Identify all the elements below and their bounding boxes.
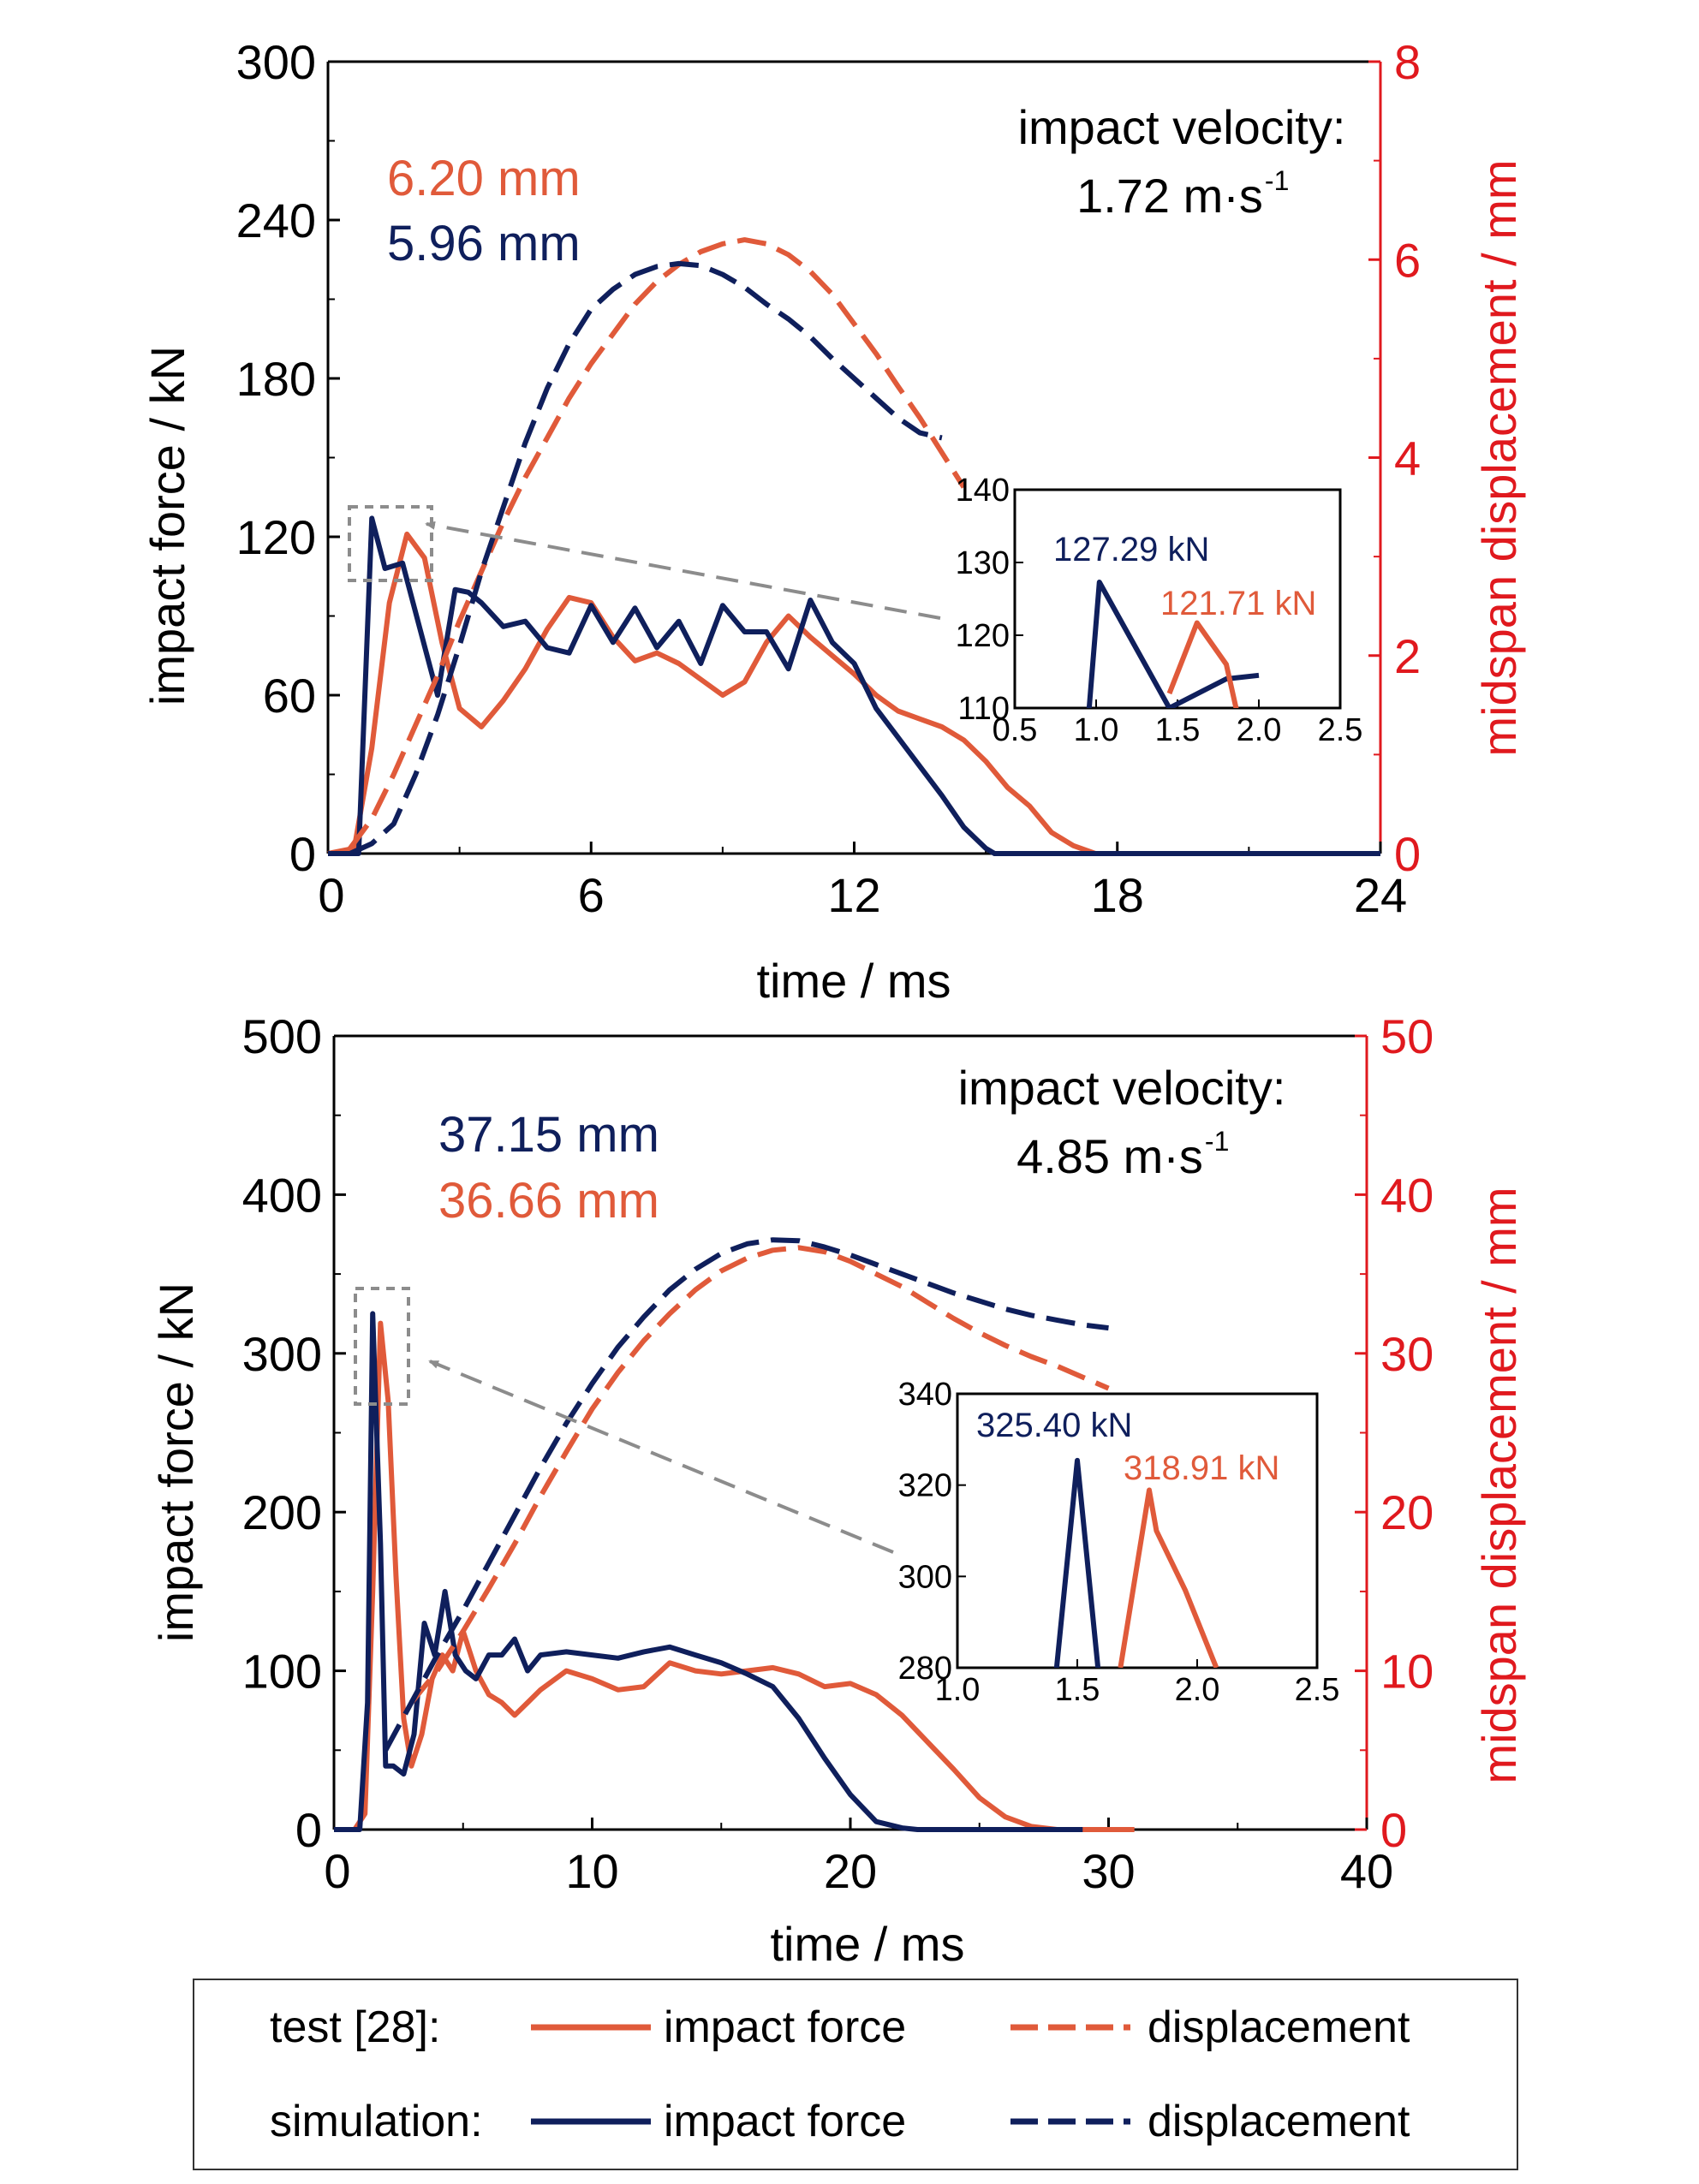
inset-series-line: [1118, 1487, 1219, 1668]
y2-tick-label: 0: [1394, 827, 1421, 881]
y2-axis-label: midspan displacement / mm: [1472, 159, 1526, 756]
inset-series-line: [1053, 1457, 1101, 1668]
legend-test-force-label: impact force: [664, 2002, 906, 2052]
inset-x-tick-label: 2.0: [1175, 1672, 1220, 1708]
velocity-exponent: -1: [1265, 165, 1289, 196]
y-tick-label: 60: [263, 669, 316, 723]
legend: test [28]: impact force displacement sim…: [193, 1979, 1518, 2170]
y2-tick-label: 2: [1394, 629, 1421, 683]
y-tick-label: 300: [242, 1327, 322, 1381]
inset-x-tick-label: 2.5: [1318, 712, 1363, 748]
x-axis-label: time / ms: [770, 1917, 964, 1971]
y2-tick-label: 30: [1380, 1327, 1434, 1381]
peak-displacement-label: 5.96 mm: [387, 216, 581, 271]
inset-chart: 1.0 1.5 2.0 2.5 280 300 320 340 325.40 kN 318.91 …: [898, 1377, 1340, 1708]
inset-x-tick-label: 1.5: [1055, 1672, 1100, 1708]
inset-peak-label: 127.29 kN: [1053, 531, 1209, 568]
y-tick-label: 180: [236, 352, 316, 406]
velocity-value: 1.72 m·s: [1076, 169, 1263, 223]
displacement-series-line: [383, 1237, 1109, 1752]
inset-x-tick-label: 1.5: [1155, 712, 1201, 748]
inset-chart: 0.5 1.0 1.5 2.0 2.5 110 120 130 140 127.29 kN 121.…: [956, 473, 1363, 748]
inset-frame: [956, 1392, 1319, 1669]
x-tick-label: 12: [827, 868, 880, 922]
peak-displacement-label: 6.20 mm: [387, 151, 581, 206]
y-tick-label: 100: [242, 1645, 322, 1699]
y2-axis-label: midspan displacement / mm: [1472, 1187, 1526, 1783]
x-tick-label: 0: [318, 868, 344, 922]
inset-y-tick-label: 140: [956, 473, 1010, 509]
y-tick-label: 0: [295, 1803, 322, 1857]
legend-sim-disp-label: displacement: [1148, 2097, 1410, 2146]
x-tick-label: 6: [578, 868, 605, 922]
inset-x-tick-label: 1.0: [935, 1672, 981, 1708]
x-tick-label: 10: [565, 1844, 618, 1898]
displacement-series-line: [409, 1245, 1110, 1705]
y-tick-label: 120: [236, 510, 316, 564]
legend-test-disp-label: displacement: [1148, 2002, 1410, 2052]
y2-tick-label: 10: [1380, 1645, 1434, 1699]
zoom-box: [354, 1287, 410, 1406]
y2-tick-label: 4: [1394, 431, 1421, 485]
inset-peak-label: 325.40 kN: [976, 1407, 1132, 1444]
force-series-line: [334, 1320, 1135, 1832]
y-tick-label: 500: [242, 1009, 322, 1063]
x-tick-label: 18: [1091, 868, 1144, 922]
y-tick-label: 0: [289, 827, 316, 881]
displacement-series-line: [348, 237, 967, 850]
y-axis-label: impact force / kN: [149, 1282, 203, 1642]
inset-series-line: [1166, 620, 1239, 708]
inset-x-tick-label: 2.0: [1237, 712, 1282, 748]
y2-tick-label: 20: [1380, 1485, 1434, 1539]
velocity-title: impact velocity:: [1018, 100, 1346, 154]
legend-test-label: test [28]:: [270, 2002, 440, 2052]
zoom-arrow: [428, 1360, 894, 1554]
y-tick-label: 200: [242, 1485, 322, 1539]
velocity-title: impact velocity:: [958, 1061, 1286, 1115]
force-series-line: [334, 1311, 1083, 1832]
legend-sim-label: simulation:: [270, 2097, 483, 2146]
chart-bottom: 0 10 20 30 40010020030040050001020304050impa…: [149, 1009, 1526, 1971]
inset-y-tick-label: 130: [956, 545, 1010, 581]
velocity-value: 4.85 m·s: [1016, 1129, 1203, 1183]
inset-y-tick-label: 110: [957, 691, 1010, 727]
inset-y-tick-label: 320: [898, 1468, 952, 1504]
y2-tick-label: 6: [1394, 233, 1421, 287]
legend-sim-force-label: impact force: [664, 2097, 906, 2146]
y2-tick-label: 0: [1380, 1803, 1407, 1857]
peak-displacement-label: 36.66 mm: [438, 1173, 659, 1229]
inset-peak-label: 121.71 kN: [1160, 585, 1316, 622]
inset-series-line: [1086, 580, 1260, 708]
y2-tick-label: 40: [1380, 1168, 1434, 1222]
force-series-line: [327, 531, 1380, 856]
inset-y-tick-label: 300: [898, 1559, 952, 1595]
x-tick-label: 40: [1340, 1844, 1393, 1898]
y-tick-label: 300: [236, 35, 316, 89]
peak-displacement-label: 37.15 mm: [438, 1107, 659, 1163]
inset-x-tick-label: 2.5: [1295, 1672, 1340, 1708]
x-tick-label: 0: [324, 1844, 350, 1898]
inset-peak-label: 318.91 kN: [1124, 1449, 1279, 1487]
velocity-exponent: -1: [1205, 1126, 1229, 1157]
force-series-line: [328, 515, 1380, 856]
inset-y-tick-label: 280: [898, 1651, 952, 1687]
y-tick-label: 400: [242, 1168, 322, 1222]
inset-y-tick-label: 340: [898, 1377, 952, 1413]
inset-x-tick-label: 0.5: [993, 712, 1038, 748]
y2-tick-label: 50: [1380, 1009, 1434, 1063]
y-axis-label: impact force / kN: [140, 346, 194, 705]
displacement-series-line: [349, 260, 943, 856]
x-axis-label: time / ms: [756, 954, 951, 1008]
inset-y-tick-label: 120: [956, 618, 1010, 654]
y2-tick-label: 8: [1394, 35, 1421, 89]
zoom-arrow: [425, 521, 941, 620]
inset-x-tick-label: 1.0: [1074, 712, 1119, 748]
x-tick-label: 20: [824, 1844, 877, 1898]
x-tick-label: 24: [1354, 868, 1407, 922]
legend-box: [193, 1979, 1518, 2170]
y-tick-label: 240: [236, 193, 316, 247]
x-tick-label: 30: [1082, 1844, 1135, 1898]
